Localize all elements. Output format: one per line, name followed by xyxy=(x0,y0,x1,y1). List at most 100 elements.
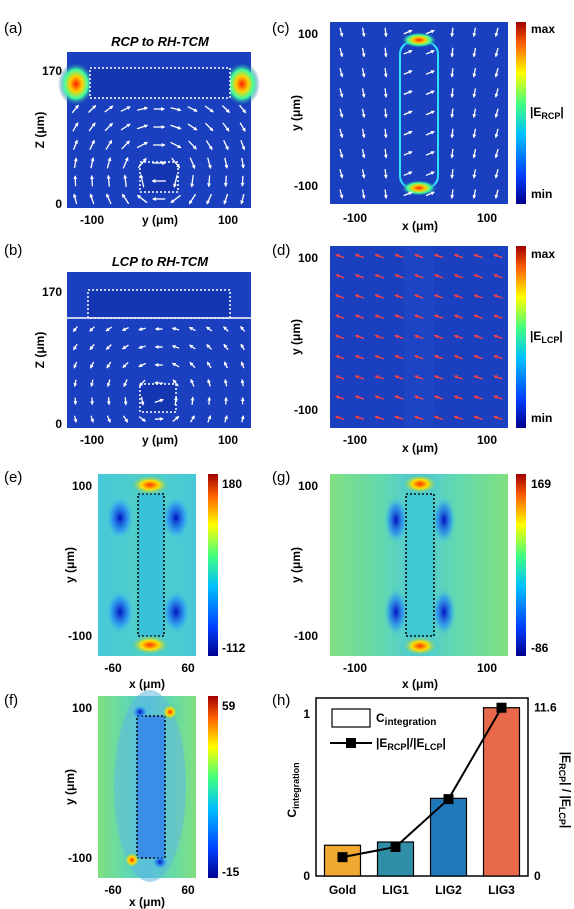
field-arrow xyxy=(89,193,95,205)
panel-g-cb-min: -86 xyxy=(531,641,549,655)
panel-g-xlabel: x (μm) xyxy=(402,677,438,691)
field-arrow xyxy=(122,361,129,369)
panel-e-cold-tr xyxy=(162,496,190,540)
panel-label-h: (h) xyxy=(272,692,290,709)
panel-c-field-arrows xyxy=(339,27,499,200)
field-arrow xyxy=(173,396,178,406)
field-arrow xyxy=(425,90,435,96)
field-arrow xyxy=(453,253,464,259)
field-arrow xyxy=(207,175,211,188)
panel-e-xtick-left: -60 xyxy=(104,661,122,675)
panel-e-rod xyxy=(137,493,165,637)
panel-e-cb-min: -112 xyxy=(222,641,246,655)
field-arrow xyxy=(450,148,455,159)
field-arrow xyxy=(383,68,388,78)
field-arrow xyxy=(425,110,435,116)
field-arrow xyxy=(222,122,230,132)
field-arrow xyxy=(121,326,129,332)
field-arrow xyxy=(383,108,388,119)
field-arrow xyxy=(240,193,245,205)
field-arrow xyxy=(154,380,164,385)
field-arrow xyxy=(394,253,404,259)
field-arrow xyxy=(89,139,95,150)
field-arrow xyxy=(187,106,198,112)
panel-a-bottom-rect xyxy=(139,161,179,193)
field-arrow xyxy=(138,362,146,368)
field-arrow xyxy=(493,314,503,319)
ytick-right-max: 11.6 xyxy=(534,701,557,715)
field-arrow xyxy=(189,415,195,423)
field-arrow xyxy=(425,130,435,136)
panel-a-hotspot-left xyxy=(58,62,94,106)
field-arrow xyxy=(171,362,180,368)
field-arrow xyxy=(383,88,388,98)
field-arrow xyxy=(374,253,384,259)
field-arrow xyxy=(71,104,79,114)
field-arrow xyxy=(335,294,345,299)
panel-b-xtick-right: 100 xyxy=(218,433,238,447)
field-arrow xyxy=(473,354,483,360)
field-arrow xyxy=(224,415,228,423)
panel-e-ytick-bottom: -100 xyxy=(68,629,92,643)
panel-f-cb-max: 59 xyxy=(222,699,236,713)
panel-label-g: (g) xyxy=(272,469,290,486)
panel-c-xlabel: x (μm) xyxy=(402,219,438,233)
field-arrow xyxy=(374,415,384,421)
ratio-point-lig1 xyxy=(390,841,401,852)
field-arrow xyxy=(472,169,477,179)
field-arrow xyxy=(383,27,388,38)
panel-g-ytick-bottom: -100 xyxy=(294,629,318,643)
field-arrow xyxy=(374,274,384,279)
field-arrow xyxy=(494,47,499,58)
field-arrow xyxy=(139,174,145,188)
field-arrow xyxy=(190,175,195,188)
panel-d-colorbar xyxy=(516,246,526,428)
field-arrow xyxy=(433,253,444,259)
field-arrow xyxy=(374,314,384,319)
field-arrow xyxy=(414,294,424,299)
field-arrow xyxy=(374,395,384,400)
legend-bar-label: Cintegration xyxy=(376,711,436,728)
field-arrow xyxy=(403,171,413,177)
ratio-point-gold xyxy=(337,852,348,863)
panel-d-cb-min: min xyxy=(531,411,552,425)
field-arrow xyxy=(188,344,196,350)
panel-e: (e) 180 -112 100 -100 y (μm) -60 60 x (μ… xyxy=(4,469,246,691)
field-arrow xyxy=(361,108,366,119)
field-arrow xyxy=(207,157,212,169)
field-arrow xyxy=(188,193,197,205)
field-arrow xyxy=(433,375,444,380)
field-arrow xyxy=(383,189,388,200)
field-arrow xyxy=(403,151,413,156)
field-arrow xyxy=(425,29,435,35)
field-arrow xyxy=(190,396,195,405)
field-arrow xyxy=(136,106,149,111)
panel-f-rod xyxy=(136,715,166,859)
panel-c-cb-min: min xyxy=(531,187,552,201)
panel-g-cold-tl xyxy=(384,496,408,544)
panel-d-ylabel: y (μm) xyxy=(289,319,303,355)
field-arrow xyxy=(472,148,477,159)
panel-d-field-arrows xyxy=(335,253,503,421)
field-arrow xyxy=(494,27,499,38)
legend-line-label: |ERCP|/|ELCP| xyxy=(376,736,446,752)
field-arrow xyxy=(171,327,180,331)
field-arrow xyxy=(354,415,365,421)
field-arrow xyxy=(239,104,247,114)
panel-e-cold-br xyxy=(162,590,190,634)
panel-g-ytick-top: 100 xyxy=(298,479,318,493)
panel-g-cb-max: 169 xyxy=(531,477,551,491)
panel-c-cb-label: |ERCP| xyxy=(530,105,564,121)
panel-e-xlabel: x (μm) xyxy=(129,677,165,691)
field-arrow xyxy=(433,334,444,340)
field-arrow xyxy=(453,415,464,421)
panel-f-colorbar xyxy=(208,696,218,878)
ytick-left-1: 1 xyxy=(303,707,310,721)
field-arrow xyxy=(88,122,96,132)
field-arrow xyxy=(120,123,131,131)
field-arrow xyxy=(223,343,229,351)
field-arrow xyxy=(106,415,111,423)
ratio-point-lig3 xyxy=(496,702,507,713)
field-arrow xyxy=(450,169,455,179)
